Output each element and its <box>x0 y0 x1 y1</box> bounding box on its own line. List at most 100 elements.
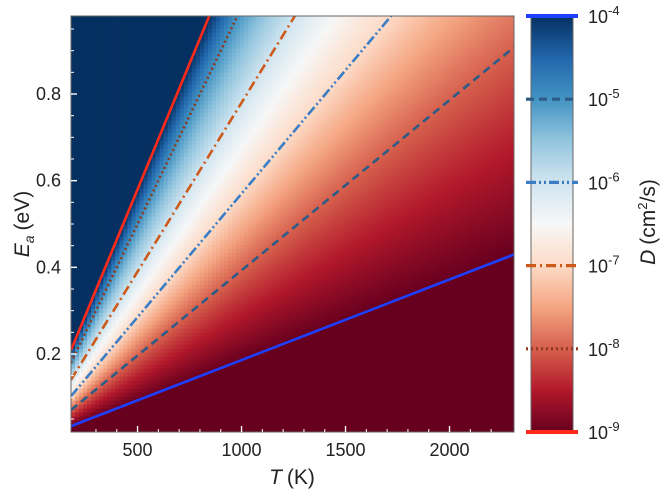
heatmap-cell <box>203 280 209 285</box>
heatmap-cell <box>103 328 108 333</box>
heatmap-cell <box>244 416 249 421</box>
heatmap-cell <box>232 292 237 297</box>
heatmap-cell <box>421 396 426 401</box>
heatmap-cell <box>441 336 447 341</box>
heatmap-cell <box>429 408 435 413</box>
heatmap-cell <box>469 408 475 413</box>
heatmap-cell <box>288 348 294 353</box>
heatmap-cell <box>441 420 447 425</box>
heatmap-cell <box>437 276 443 281</box>
heatmap-cell <box>453 324 459 329</box>
heatmap-cell <box>280 320 286 325</box>
heatmap-cell <box>425 424 431 429</box>
heatmap-cell <box>336 408 342 413</box>
heatmap-cell <box>489 396 495 401</box>
heatmap-cell <box>485 336 491 341</box>
heatmap-cell <box>187 380 193 385</box>
heatmap-cell <box>405 368 410 373</box>
heatmap-cell <box>473 296 479 301</box>
heatmap-cell <box>381 384 386 389</box>
heatmap-cell <box>123 324 128 329</box>
heatmap-cell <box>252 328 257 333</box>
heatmap-cell <box>79 388 84 393</box>
heatmap-cell <box>248 368 253 373</box>
heatmap-cell <box>469 256 475 261</box>
heatmap-cell <box>421 252 426 257</box>
heatmap-cell <box>300 372 306 377</box>
heatmap-cell <box>481 316 487 321</box>
heatmap-cell <box>272 340 277 345</box>
heatmap-cell <box>240 288 245 293</box>
heatmap-cell <box>220 276 225 281</box>
heatmap-cell <box>260 284 265 289</box>
heatmap-cell <box>167 420 173 425</box>
heatmap-cell <box>336 360 342 365</box>
heatmap-cell <box>139 352 145 357</box>
heatmap-cell <box>489 272 495 277</box>
heatmap-cell <box>119 320 124 325</box>
heatmap-cell <box>393 340 398 345</box>
heatmap-cell <box>461 256 467 261</box>
heatmap-cell <box>123 348 128 353</box>
heatmap-cell <box>485 340 491 345</box>
heatmap-cell <box>211 396 217 401</box>
heatmap-cell <box>433 356 439 361</box>
heatmap-cell <box>417 268 422 273</box>
heatmap-cell <box>385 408 390 413</box>
heatmap-cell <box>284 428 290 432</box>
heatmap-cell <box>199 320 205 325</box>
heatmap-cell <box>151 352 157 357</box>
heatmap-cell <box>316 304 322 309</box>
heatmap-cell <box>373 284 378 289</box>
heatmap-cell <box>167 384 173 389</box>
heatmap-cell <box>360 380 366 385</box>
heatmap-cell <box>224 300 229 305</box>
heatmap-cell <box>445 308 451 313</box>
heatmap-cell <box>83 420 88 425</box>
heatmap-cell <box>360 308 366 313</box>
heatmap-cell <box>224 360 229 365</box>
heatmap-cell <box>453 284 459 289</box>
heatmap-cell <box>509 340 514 345</box>
heatmap-cell <box>199 380 205 385</box>
heatmap-cell <box>220 372 225 377</box>
heatmap-cell <box>304 364 310 369</box>
heatmap-cell <box>183 328 189 333</box>
heatmap-cell <box>473 356 479 361</box>
heatmap-cell <box>71 380 76 385</box>
heatmap-cell <box>288 376 294 381</box>
heatmap-cell <box>312 424 318 429</box>
heatmap-cell <box>397 308 402 313</box>
heatmap-cell <box>385 380 390 385</box>
heatmap-cell <box>489 364 495 369</box>
heatmap-cell <box>364 280 370 285</box>
heatmap-cell <box>179 284 185 289</box>
heatmap-cell <box>123 312 128 317</box>
heatmap-cell <box>360 356 366 361</box>
heatmap-cell <box>300 420 306 425</box>
heatmap-cell <box>344 308 350 313</box>
heatmap-cell <box>493 372 499 377</box>
heatmap-cell <box>175 372 181 377</box>
heatmap-cell <box>493 292 499 297</box>
heatmap-cell <box>493 344 499 349</box>
heatmap-cell <box>453 268 459 273</box>
heatmap-cell <box>276 264 282 269</box>
heatmap-cell <box>288 272 294 277</box>
heatmap-cell <box>477 412 483 417</box>
heatmap-cell <box>457 328 463 333</box>
heatmap-cell <box>445 252 451 257</box>
heatmap-cell <box>312 356 318 361</box>
heatmap-cell <box>244 268 249 273</box>
heatmap-cell <box>127 320 133 325</box>
heatmap-cell <box>364 384 370 389</box>
heatmap-cell <box>107 324 112 329</box>
heatmap-cell <box>272 316 277 321</box>
heatmap-cell <box>316 308 322 313</box>
heatmap-cell <box>159 268 165 273</box>
heatmap-cell <box>228 256 233 261</box>
heatmap-cell <box>232 284 237 289</box>
heatmap-cell <box>389 340 394 345</box>
heatmap-cell <box>115 376 120 381</box>
heatmap-cell <box>461 288 467 293</box>
